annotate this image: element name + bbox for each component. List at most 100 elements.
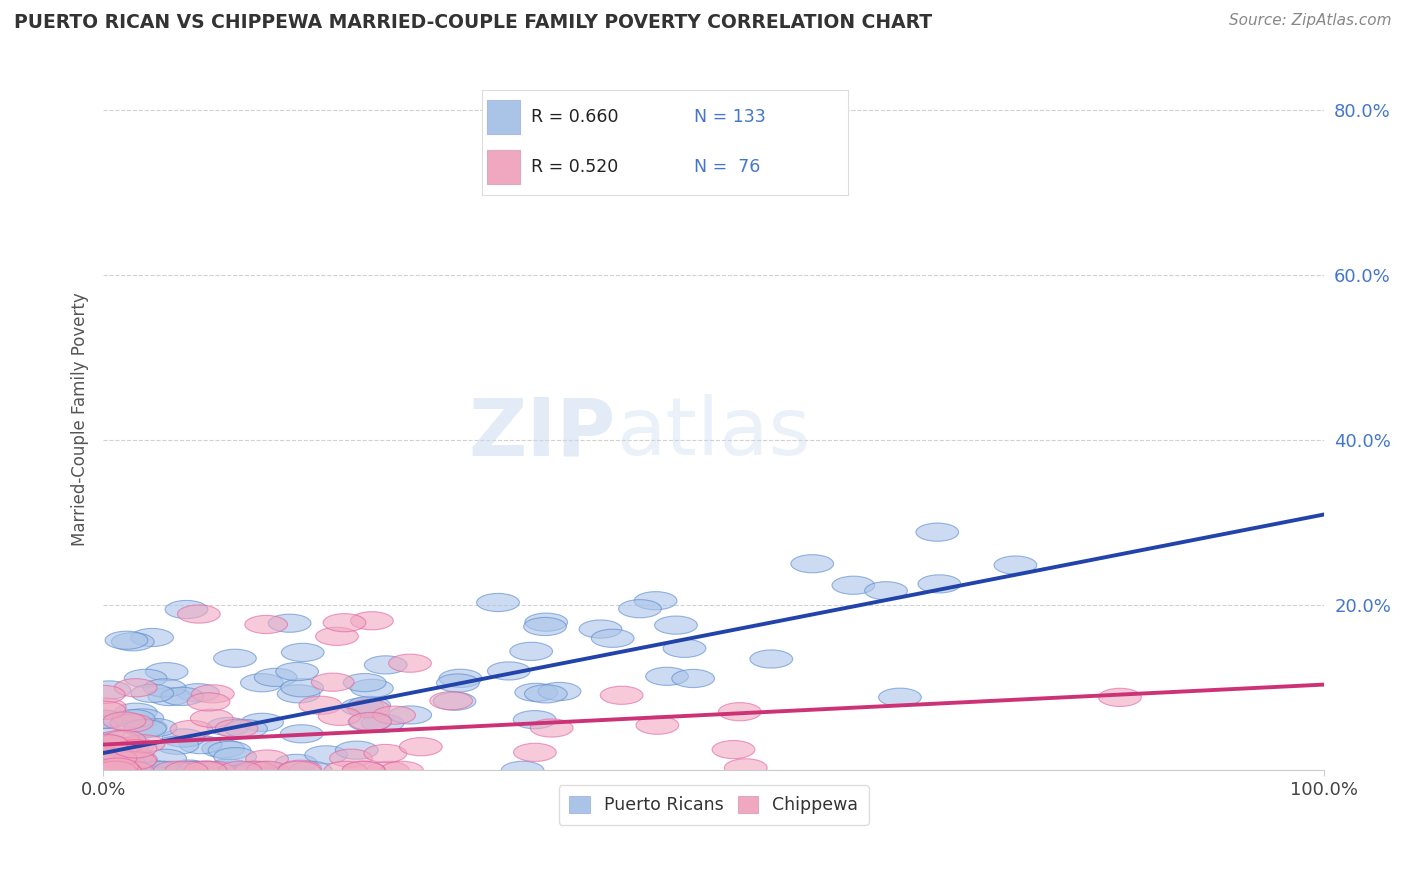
Ellipse shape bbox=[89, 736, 132, 754]
Ellipse shape bbox=[98, 761, 142, 780]
Ellipse shape bbox=[513, 743, 557, 762]
Ellipse shape bbox=[1098, 689, 1142, 706]
Ellipse shape bbox=[276, 663, 319, 681]
Ellipse shape bbox=[918, 574, 960, 593]
Ellipse shape bbox=[373, 706, 416, 724]
Ellipse shape bbox=[128, 761, 172, 780]
Ellipse shape bbox=[664, 640, 706, 657]
Ellipse shape bbox=[208, 759, 250, 777]
Ellipse shape bbox=[538, 682, 581, 700]
Ellipse shape bbox=[139, 761, 183, 780]
Ellipse shape bbox=[121, 709, 163, 727]
Ellipse shape bbox=[132, 761, 174, 780]
Ellipse shape bbox=[232, 761, 274, 780]
Ellipse shape bbox=[110, 714, 153, 732]
Ellipse shape bbox=[94, 761, 136, 780]
Ellipse shape bbox=[269, 614, 311, 632]
Ellipse shape bbox=[350, 612, 394, 630]
Ellipse shape bbox=[170, 721, 212, 739]
Ellipse shape bbox=[89, 761, 132, 780]
Ellipse shape bbox=[515, 683, 558, 701]
Ellipse shape bbox=[165, 600, 208, 618]
Ellipse shape bbox=[131, 684, 173, 702]
Ellipse shape bbox=[254, 668, 297, 687]
Ellipse shape bbox=[125, 758, 167, 777]
Ellipse shape bbox=[107, 761, 150, 780]
Ellipse shape bbox=[103, 761, 145, 780]
Ellipse shape bbox=[361, 714, 404, 732]
Legend: Puerto Ricans, Chippewa: Puerto Ricans, Chippewa bbox=[558, 785, 869, 825]
Ellipse shape bbox=[524, 613, 568, 632]
Ellipse shape bbox=[215, 719, 257, 738]
Ellipse shape bbox=[139, 761, 181, 780]
Ellipse shape bbox=[82, 733, 125, 751]
Ellipse shape bbox=[89, 761, 132, 780]
Ellipse shape bbox=[600, 686, 643, 705]
Ellipse shape bbox=[219, 761, 262, 780]
Ellipse shape bbox=[87, 761, 129, 780]
Ellipse shape bbox=[201, 761, 245, 780]
Ellipse shape bbox=[184, 761, 228, 780]
Ellipse shape bbox=[311, 673, 354, 691]
Ellipse shape bbox=[87, 754, 131, 772]
Ellipse shape bbox=[634, 591, 676, 610]
Ellipse shape bbox=[111, 761, 153, 780]
Ellipse shape bbox=[280, 724, 323, 743]
Ellipse shape bbox=[111, 632, 155, 651]
Ellipse shape bbox=[190, 709, 233, 727]
Ellipse shape bbox=[232, 761, 274, 780]
Ellipse shape bbox=[240, 673, 283, 692]
Ellipse shape bbox=[83, 761, 125, 780]
Ellipse shape bbox=[711, 740, 755, 759]
Ellipse shape bbox=[343, 761, 385, 780]
Ellipse shape bbox=[132, 761, 174, 780]
Ellipse shape bbox=[94, 761, 136, 780]
Ellipse shape bbox=[381, 761, 423, 780]
Ellipse shape bbox=[343, 673, 387, 691]
Ellipse shape bbox=[579, 620, 621, 638]
Ellipse shape bbox=[134, 761, 177, 780]
Ellipse shape bbox=[388, 654, 432, 673]
Ellipse shape bbox=[82, 710, 125, 728]
Ellipse shape bbox=[792, 555, 834, 573]
Ellipse shape bbox=[202, 739, 245, 758]
Ellipse shape bbox=[177, 683, 219, 702]
Ellipse shape bbox=[214, 649, 256, 667]
Ellipse shape bbox=[315, 627, 359, 646]
Ellipse shape bbox=[915, 523, 959, 541]
Ellipse shape bbox=[179, 736, 222, 754]
Ellipse shape bbox=[672, 669, 714, 688]
Ellipse shape bbox=[98, 761, 141, 780]
Ellipse shape bbox=[510, 642, 553, 660]
Ellipse shape bbox=[636, 716, 679, 734]
Ellipse shape bbox=[111, 737, 153, 755]
Ellipse shape bbox=[323, 614, 366, 632]
Ellipse shape bbox=[994, 556, 1036, 574]
Ellipse shape bbox=[97, 738, 141, 756]
Ellipse shape bbox=[156, 736, 198, 755]
Ellipse shape bbox=[82, 761, 125, 780]
Ellipse shape bbox=[347, 699, 389, 718]
Ellipse shape bbox=[207, 717, 250, 736]
Ellipse shape bbox=[235, 761, 277, 780]
Ellipse shape bbox=[433, 692, 475, 710]
Ellipse shape bbox=[83, 761, 127, 780]
Ellipse shape bbox=[162, 729, 205, 747]
Ellipse shape bbox=[718, 703, 761, 721]
Ellipse shape bbox=[131, 628, 173, 647]
Ellipse shape bbox=[94, 743, 138, 762]
Ellipse shape bbox=[193, 761, 235, 780]
Ellipse shape bbox=[112, 709, 155, 728]
Ellipse shape bbox=[655, 616, 697, 634]
Ellipse shape bbox=[89, 761, 131, 780]
Ellipse shape bbox=[290, 761, 332, 780]
Ellipse shape bbox=[281, 643, 325, 662]
Ellipse shape bbox=[879, 688, 921, 706]
Ellipse shape bbox=[278, 760, 322, 779]
Ellipse shape bbox=[436, 674, 479, 692]
Ellipse shape bbox=[274, 755, 318, 772]
Ellipse shape bbox=[94, 749, 136, 767]
Ellipse shape bbox=[350, 680, 394, 698]
Ellipse shape bbox=[342, 761, 385, 780]
Ellipse shape bbox=[399, 738, 441, 756]
